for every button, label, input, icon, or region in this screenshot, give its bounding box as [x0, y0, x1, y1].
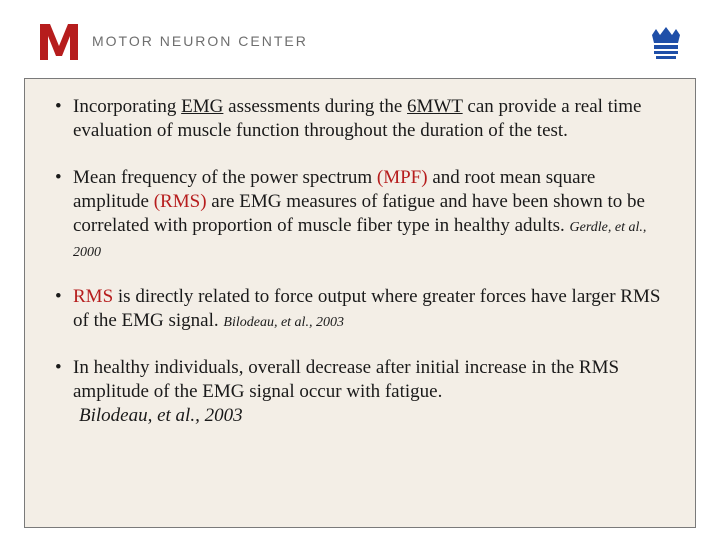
bullet-item: In healthy individuals, overall decrease…	[51, 356, 669, 429]
underline-term: 6MWT	[407, 96, 463, 117]
motor-neuron-logo-icon	[36, 18, 82, 64]
bullet-list: Incorporating EMG assessments during the…	[51, 95, 669, 428]
text: is directly related to force output wher…	[73, 286, 660, 331]
red-term: (MPF)	[377, 167, 428, 188]
slide-header: MOTOR NEURON CENTER	[0, 0, 720, 74]
red-term: RMS	[73, 286, 113, 307]
text: Mean frequency of the power spectrum	[73, 167, 377, 188]
text: In healthy individuals, overall decrease…	[73, 357, 619, 402]
bullet-item: Mean frequency of the power spectrum (MP…	[51, 166, 669, 263]
center-name: MOTOR NEURON CENTER	[92, 33, 308, 49]
bullet-item: RMS is directly related to force output …	[51, 285, 669, 334]
text: Incorporating	[73, 96, 181, 117]
content-box: Incorporating EMG assessments during the…	[24, 78, 696, 528]
logo-block: MOTOR NEURON CENTER	[36, 18, 308, 64]
text: assessments during the	[223, 96, 407, 117]
columbia-crown-icon	[648, 21, 684, 61]
citation: Bilodeau, et al., 2003	[223, 315, 344, 330]
red-term: (RMS)	[154, 191, 207, 212]
bullet-item: Incorporating EMG assessments during the…	[51, 95, 669, 144]
citation: Bilodeau, et al., 2003	[79, 404, 669, 428]
slide: MOTOR NEURON CENTER Incorporating EMG as…	[0, 0, 720, 540]
underline-term: EMG	[181, 96, 223, 117]
